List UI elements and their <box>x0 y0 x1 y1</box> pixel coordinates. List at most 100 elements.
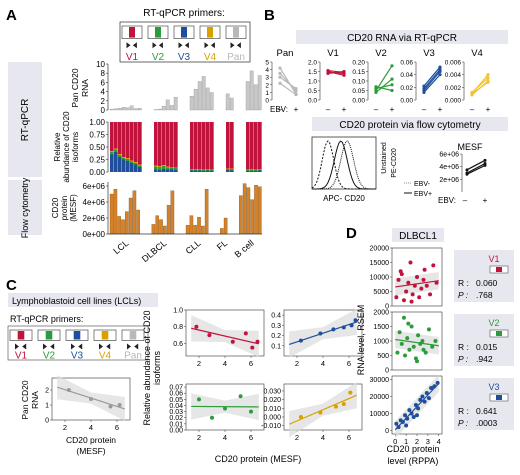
panelA-iso-segment-v4 <box>174 167 178 168</box>
panelD-v2-point <box>420 339 425 343</box>
panelB-rna-point <box>438 69 442 74</box>
panelD-v2-stats-p-value: .942 <box>476 354 493 364</box>
panelA-iso-segment-v1 <box>250 122 254 169</box>
panelB-rna-x-tick-minus: – <box>326 105 331 114</box>
panelB-rna-point <box>438 65 442 69</box>
panelC-pan-y-label-1: Pan CD20 <box>20 380 30 419</box>
panelC-pan-y-tick-label: 1 <box>45 403 49 410</box>
panelD-v1-point <box>396 277 401 282</box>
panelA-iso-segment-v1 <box>138 122 142 165</box>
panelA-iso-y-tick-label: 0.50 <box>89 143 105 152</box>
panelC-v4-y-tick-label: 0.020 <box>263 397 281 404</box>
panelC-v2-point <box>238 394 243 399</box>
panelD-v1-stats-p-value: .768 <box>476 290 493 300</box>
panelA-mesf-bar <box>151 224 156 235</box>
panelA-iso-segment-v4 <box>170 167 174 168</box>
panelB-histogram-ebvplus: EBV+ <box>414 191 432 198</box>
panelD-v2-point <box>421 347 426 352</box>
panelA-primer-exon-fill <box>233 27 239 38</box>
panelA-primer-label-v3: V3 <box>178 52 191 63</box>
panelA-iso-segment-v4 <box>194 169 198 170</box>
panelA-mesf-y-label-1: protein <box>60 196 69 220</box>
panelD-title-box <box>392 228 444 242</box>
panelC-primer-primer-arrows <box>43 343 55 350</box>
panelA-mesf-bar <box>109 193 114 235</box>
panelA-iso-y-tick-label: 0.25 <box>89 156 105 165</box>
panelB-rna-point <box>390 64 394 68</box>
panelB-mesf-point <box>465 168 469 172</box>
panelB-rna-x-tick-minus: – <box>470 105 475 114</box>
panelA-primer-exon-fill <box>129 27 135 38</box>
panelC-primer-label-v2: V2 <box>43 351 56 362</box>
panelA-iso-segment-v1 <box>190 122 194 169</box>
panelD-v2-stats-p-label: P : <box>458 354 469 364</box>
panelA-iso-segment-v4 <box>198 169 202 170</box>
panelA-iso-segment-v2 <box>210 170 214 171</box>
panelD-v1-point <box>434 280 439 285</box>
panelD-v2-point <box>399 341 404 346</box>
panelD-v2-y-tick-label: 2000 <box>373 310 389 317</box>
panelD-v2-point <box>395 350 400 355</box>
panelD-v3-stats-box <box>454 378 514 430</box>
panelD-v1-point <box>412 283 417 288</box>
panelA-mesf-bar <box>132 190 137 235</box>
panelD-v2-point <box>411 344 416 349</box>
panelC-primer-exon-fill <box>17 331 25 340</box>
panelB-rna-pair-line-pan <box>279 76 297 90</box>
panelA-iso-segment-v4 <box>202 169 206 170</box>
panelA-pan-bar <box>245 81 250 111</box>
panelB-histogram-legend-pe: PE-CD20 <box>391 148 398 178</box>
panelA-iso-segment-v2 <box>126 159 130 161</box>
panelB-rna-pair-line-v2 <box>375 86 393 92</box>
panelA-iso-segment-v1 <box>126 122 130 158</box>
panelD-v3-point <box>426 396 431 401</box>
panelB-rna-y-tick-label: 0.5 <box>308 88 317 95</box>
panelB-rna-title-v1: V1 <box>327 48 339 59</box>
panelA-mesf-y-tick-label: 2e+06 <box>83 214 106 223</box>
panelC-primer-primer-arrows <box>15 343 27 350</box>
panelD-v3-x-tick-label: 2 <box>415 437 419 446</box>
panelD-v3-x-tick-label: 4 <box>437 437 441 446</box>
panelA-pan-bar <box>189 96 194 111</box>
panelB-mesf-y-tick-label: 2e+06 <box>439 177 459 184</box>
panelB-mesf-plus: + <box>483 196 488 205</box>
panelB-rna-point <box>294 89 298 93</box>
panelB-rna-y-tick-label: 0.15 <box>352 69 365 76</box>
panelB-rna-pair-line-v2 <box>375 78 393 93</box>
panelA-pan-bar <box>173 96 178 111</box>
panelA-mesf-bar <box>155 215 159 235</box>
panelC-v2-x-tick-label: 6 <box>249 433 253 442</box>
panelC-primer-exon-fill <box>45 331 53 340</box>
panelC-v1-point <box>255 339 260 344</box>
panelD-v1-y-tick-label: 20000 <box>370 246 390 253</box>
panelD-v3-point <box>420 394 425 399</box>
panelA-pan-bar <box>249 70 254 111</box>
panelA-iso-segment-v1 <box>258 122 262 169</box>
panelA-pan-bar <box>257 75 262 111</box>
panelB-rna-point <box>438 73 442 77</box>
panelD-v1-point <box>401 298 406 303</box>
panelA-iso-segment-v2 <box>226 169 230 170</box>
panelA-mesf-bar <box>239 195 243 235</box>
panelB-rna-y-tick-label: 0 <box>265 98 269 105</box>
panelA-mesf-bar <box>159 219 163 235</box>
panelC-v1-point <box>194 324 199 329</box>
panelB-histogram-legend-unstained: Unstained <box>381 142 388 174</box>
panelA-mesf-y-tick-label: 6e+06 <box>83 182 106 191</box>
panelD-v2-regression-line <box>395 338 439 347</box>
panelA-rtqpcr-label: RT-qPCR <box>20 99 31 142</box>
panelA-rtqpcr-label-box <box>8 62 42 177</box>
panelB-rna-title-v2: V2 <box>375 48 387 59</box>
panelB-histogram-pe-ebv-curve <box>312 140 376 190</box>
panelA-pan-bar <box>205 87 210 111</box>
panelB-mesf-point <box>465 172 469 176</box>
panelA-mesf-y-label-0: CD20 <box>51 197 60 218</box>
panelA-iso-segment-v4 <box>258 169 262 170</box>
panelA-iso-segment-v3 <box>198 170 202 172</box>
panelC-v4-x-tick-label: 6 <box>347 433 351 442</box>
panelA-iso-segment-v4 <box>190 169 194 170</box>
panelA-iso-segment-v2 <box>202 170 206 171</box>
panelD-v1-point <box>424 283 429 288</box>
panelD-v2-stats-exon-fill <box>496 331 502 336</box>
panelD-v3-stats-exon-fill <box>496 395 502 400</box>
